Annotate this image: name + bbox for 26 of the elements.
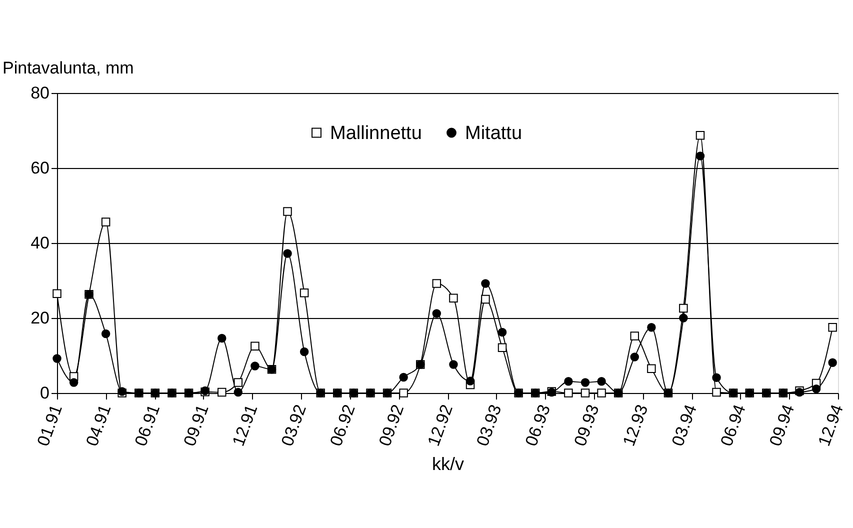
x-tick-label: 09.91 xyxy=(180,402,212,449)
y-tick-label: 40 xyxy=(30,234,50,252)
y-tick-label: 20 xyxy=(30,308,50,328)
x-tick-label: 12.94 xyxy=(814,402,847,449)
x-tick-label: 06.94 xyxy=(716,402,750,449)
x-tick-label: 03.93 xyxy=(472,402,506,449)
x-tick-label: 03.92 xyxy=(278,402,310,449)
x-tick-label: 06.93 xyxy=(522,402,554,449)
x-tick-label: 12.93 xyxy=(619,402,652,449)
legend-label: Mitattu xyxy=(465,122,522,144)
x-tick-label: 09.92 xyxy=(375,402,408,449)
y-tick-label: 80 xyxy=(30,84,50,102)
legend-label: Mallinnettu xyxy=(330,122,422,144)
y-tick-label: 60 xyxy=(30,158,50,178)
x-axis-title: kk/v xyxy=(432,454,464,474)
x-tick-label: 12.92 xyxy=(424,402,456,449)
x-tick-label: 09.93 xyxy=(570,402,603,449)
x-tick-label: 04.91 xyxy=(82,402,115,449)
x-tick-label: 06.92 xyxy=(326,402,359,449)
x-tick-label: 01.91 xyxy=(34,402,66,449)
x-tick-label: 06.91 xyxy=(131,402,164,449)
y-axis-title: Pintavalunta, mm xyxy=(2,58,134,78)
y-tick-label: 0 xyxy=(40,384,50,402)
x-tick-label: 09.94 xyxy=(766,402,798,449)
x-tick-label: 03.94 xyxy=(668,402,701,449)
x-tick-label: 12.91 xyxy=(228,402,262,449)
